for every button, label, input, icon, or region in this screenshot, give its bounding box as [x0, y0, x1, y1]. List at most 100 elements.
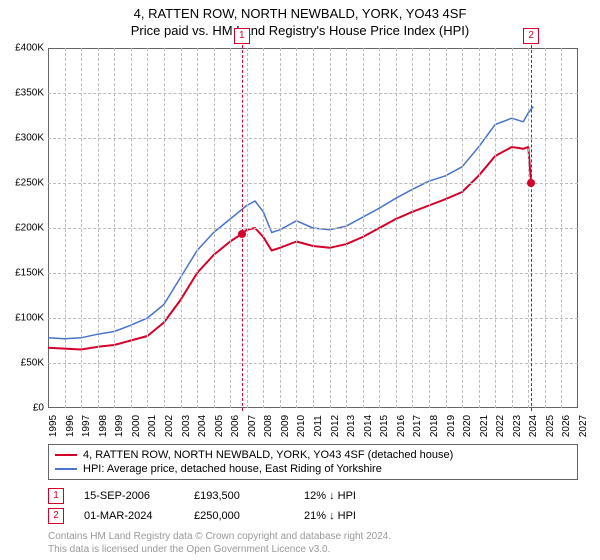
x-axis-label: 2023 [512, 415, 523, 437]
x-axis-label: 2013 [346, 415, 357, 437]
grid-v [528, 48, 529, 408]
grid-v [147, 48, 148, 408]
sale-date: 01-MAR-2024 [84, 510, 174, 522]
x-axis-label: 2008 [263, 415, 274, 437]
grid-v [446, 48, 447, 408]
event-marker-badge: 2 [523, 28, 539, 44]
x-axis-label: 2022 [495, 415, 506, 437]
footer-line-1: Contains HM Land Registry data © Crown c… [48, 531, 391, 544]
grid-v [81, 48, 82, 408]
y-axis-label: £350K [15, 88, 44, 99]
grid-v [330, 48, 331, 408]
x-axis-label: 2016 [396, 415, 407, 437]
grid-v [346, 48, 347, 408]
legend-swatch [55, 454, 77, 456]
grid-v [263, 48, 264, 408]
x-axis-label: 1996 [65, 415, 76, 437]
event-marker-badge: 1 [234, 28, 250, 44]
grid-v [197, 48, 198, 408]
y-axis-label: £250K [15, 178, 44, 189]
x-axis-label: 2000 [131, 415, 142, 437]
x-axis-label: 2027 [578, 415, 589, 437]
grid-v [396, 48, 397, 408]
sale-dot [238, 230, 246, 238]
sale-dot [527, 179, 535, 187]
x-axis-label: 2004 [197, 415, 208, 437]
x-axis-label: 2005 [214, 415, 225, 437]
legend-item: HPI: Average price, detached house, East… [55, 462, 571, 476]
grid-v [247, 48, 248, 408]
grid-v [561, 48, 562, 408]
chart-container: 4, RATTEN ROW, NORTH NEWBALD, YORK, YO43… [0, 0, 600, 560]
grid-v [495, 48, 496, 408]
x-axis-label: 2020 [462, 415, 473, 437]
grid-v [296, 48, 297, 408]
y-axis-label: £300K [15, 133, 44, 144]
chart-area: £0£50K£100K£150K£200K£250K£300K£350K£400… [48, 48, 578, 408]
grid-v [479, 48, 480, 408]
x-axis-label: 2017 [412, 415, 423, 437]
grid-v [313, 48, 314, 408]
series-hpi [48, 107, 533, 339]
grid-v [214, 48, 215, 408]
y-axis-label: £200K [15, 223, 44, 234]
grid-v [462, 48, 463, 408]
event-marker-line [242, 45, 243, 411]
x-axis-label: 1997 [81, 415, 92, 437]
x-axis-label: 2025 [545, 415, 556, 437]
title-line-1: 4, RATTEN ROW, NORTH NEWBALD, YORK, YO43… [0, 6, 600, 23]
footer-line-2: This data is licensed under the Open Gov… [48, 544, 391, 557]
x-axis-label: 2001 [147, 415, 158, 437]
footer: Contains HM Land Registry data © Crown c… [48, 531, 391, 556]
y-axis-label: £0 [33, 403, 44, 414]
grid-v [280, 48, 281, 408]
title-block: 4, RATTEN ROW, NORTH NEWBALD, YORK, YO43… [0, 0, 600, 40]
y-axis-label: £100K [15, 313, 44, 324]
x-axis-label: 2018 [429, 415, 440, 437]
marker-badge: 1 [48, 488, 64, 504]
series-property [48, 147, 531, 350]
title-line-2: Price paid vs. HM Land Registry's House … [0, 23, 600, 40]
grid-v [181, 48, 182, 408]
x-axis-label: 2019 [446, 415, 457, 437]
sale-price: £193,500 [194, 490, 284, 502]
x-axis-label: 2024 [528, 415, 539, 437]
sale-price: £250,000 [194, 510, 284, 522]
x-axis-label: 2002 [164, 415, 175, 437]
event-marker-line [531, 45, 532, 411]
x-axis-label: 2010 [296, 415, 307, 437]
sale-date: 15-SEP-2006 [84, 490, 174, 502]
grid-v [363, 48, 364, 408]
table-row: 1 15-SEP-2006 £193,500 12% ↓ HPI [48, 486, 578, 506]
x-axis-label: 2014 [363, 415, 374, 437]
legend-swatch [55, 468, 77, 470]
grid-v [131, 48, 132, 408]
grid-v [65, 48, 66, 408]
x-axis-label: 1998 [98, 415, 109, 437]
y-axis-label: £50K [21, 358, 44, 369]
x-axis-label: 2021 [479, 415, 490, 437]
legend-label: HPI: Average price, detached house, East… [83, 463, 382, 475]
sale-delta: 21% ↓ HPI [304, 510, 394, 522]
y-axis-label: £400K [15, 43, 44, 54]
grid-v [412, 48, 413, 408]
x-axis-label: 2009 [280, 415, 291, 437]
x-axis-label: 2012 [330, 415, 341, 437]
legend-item: 4, RATTEN ROW, NORTH NEWBALD, YORK, YO43… [55, 448, 571, 462]
legend: 4, RATTEN ROW, NORTH NEWBALD, YORK, YO43… [48, 444, 578, 480]
x-axis-label: 1999 [114, 415, 125, 437]
grid-v [114, 48, 115, 408]
legend-label: 4, RATTEN ROW, NORTH NEWBALD, YORK, YO43… [83, 449, 453, 461]
grid-v [512, 48, 513, 408]
grid-v [164, 48, 165, 408]
sales-table: 1 15-SEP-2006 £193,500 12% ↓ HPI 2 01-MA… [48, 486, 578, 526]
x-axis-label: 2026 [561, 415, 572, 437]
x-axis-label: 2006 [230, 415, 241, 437]
grid-v [545, 48, 546, 408]
x-axis-label: 2011 [313, 415, 324, 437]
grid-v [429, 48, 430, 408]
y-axis-label: £150K [15, 268, 44, 279]
x-axis-label: 2015 [379, 415, 390, 437]
grid-v [98, 48, 99, 408]
marker-badge: 2 [48, 508, 64, 524]
